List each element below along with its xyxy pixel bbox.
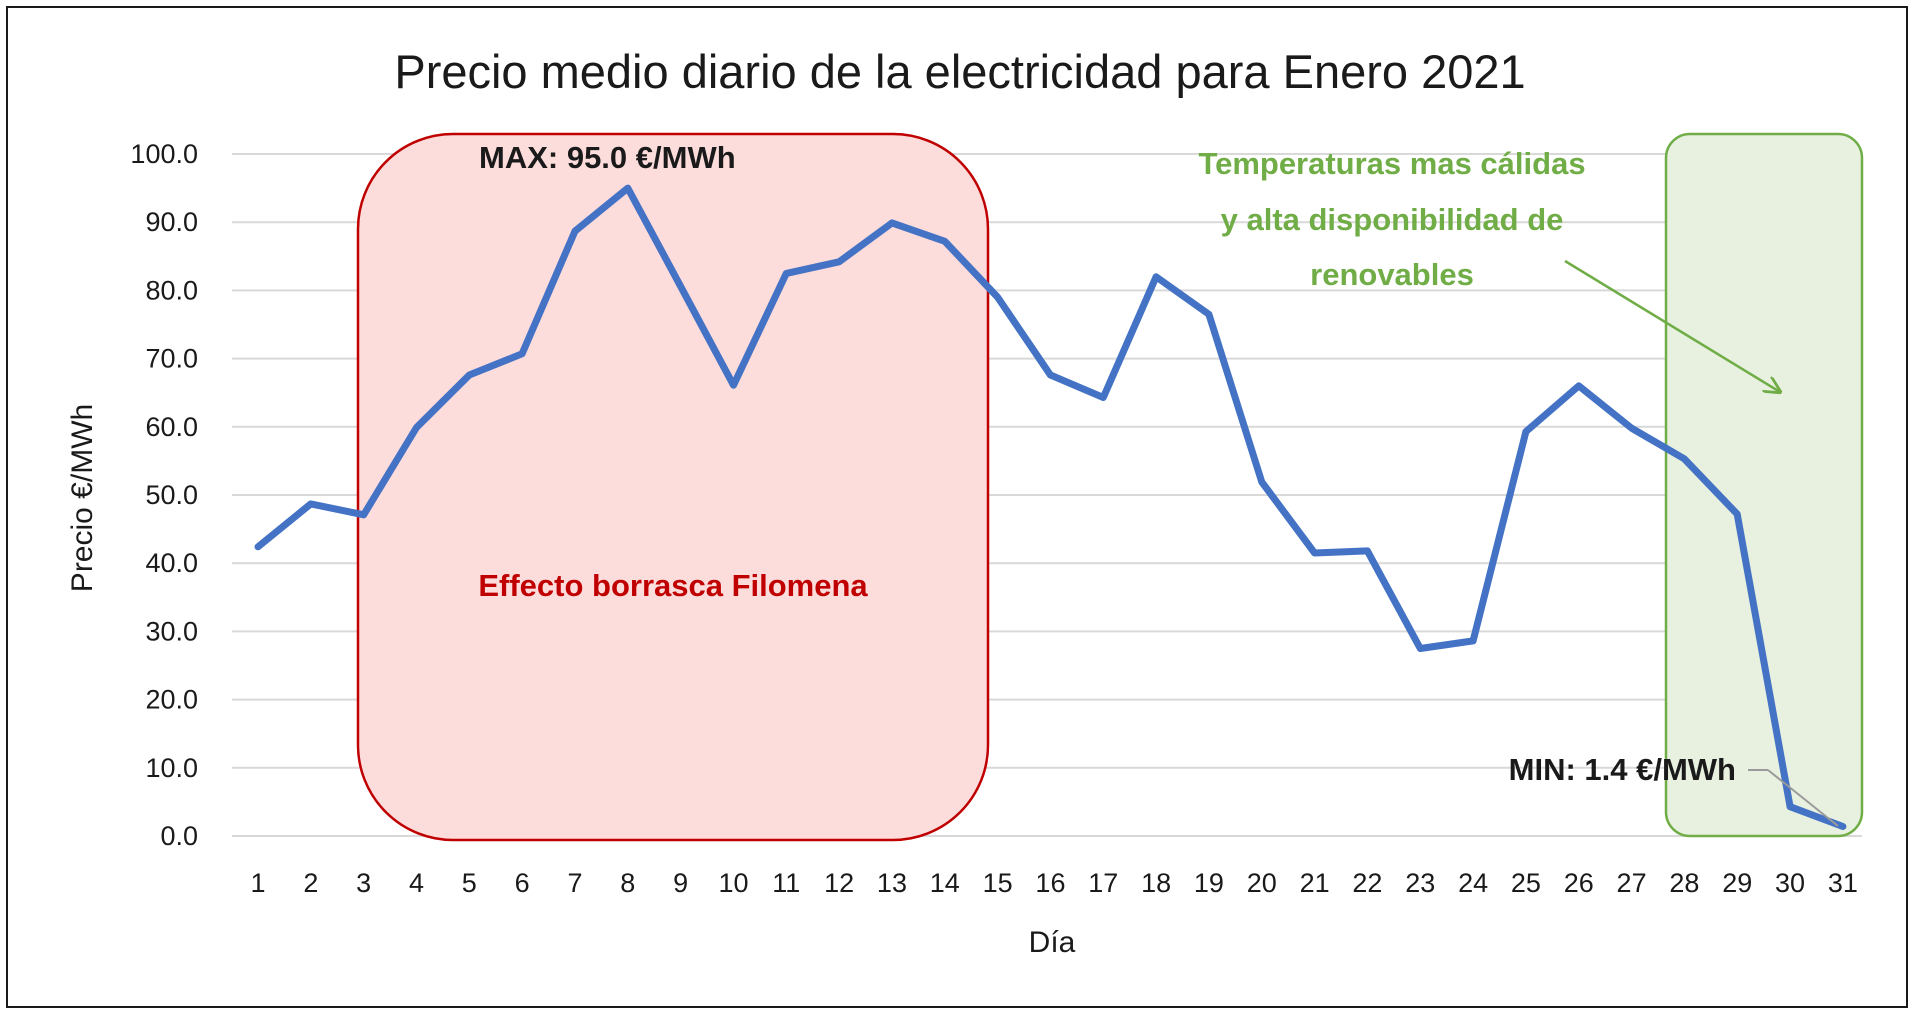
max-annotation: MAX: 95.0 €/MWh [479, 140, 736, 175]
min-annotation: MIN: 1.4 €/MWh [1509, 752, 1736, 787]
series-line-price [254, 184, 1847, 830]
x-tick-label: 12 [824, 868, 854, 898]
x-tick-label: 3 [356, 868, 371, 898]
x-tick-label: 5 [462, 868, 477, 898]
y-tick-label: 40.0 [145, 548, 198, 578]
x-tick-label: 2 [303, 868, 318, 898]
x-tick-label: 14 [930, 868, 960, 898]
x-tick-label: 8 [620, 868, 635, 898]
warm-annotation-arrow [1564, 259, 1780, 392]
y-tick-label: 20.0 [145, 685, 198, 715]
x-tick-label: 11 [772, 868, 800, 898]
y-tick-label: 90.0 [145, 207, 198, 237]
min-annotation-leader-diagonal [1767, 769, 1839, 827]
x-tick-label: 29 [1722, 868, 1752, 898]
x-tick-label: 27 [1617, 868, 1647, 898]
x-tick-label: 25 [1511, 868, 1541, 898]
chart-title: Precio medio diario de la electricidad p… [394, 45, 1525, 98]
x-axis-ticks: 1 2 3 4 5 6 7 8 9 10 11 12 13 14 15 16 17 18 19 20 21 22 23 24 2… [250, 868, 1857, 898]
x-tick-label: 20 [1247, 868, 1277, 898]
x-tick-label: 23 [1405, 868, 1435, 898]
y-tick-label: 100.0 [130, 139, 198, 169]
x-tick-label: 30 [1775, 868, 1805, 898]
x-tick-label: 7 [567, 868, 582, 898]
y-tick-label: 50.0 [145, 480, 198, 510]
x-tick-label: 15 [983, 868, 1013, 898]
y-tick-label: 0.0 [160, 821, 198, 851]
x-tick-label: 16 [1035, 868, 1065, 898]
warm-annotation-line-2: y alta disponibilidad de [1221, 202, 1564, 237]
storm-highlight-region [356, 132, 990, 842]
x-axis-label: Día [1029, 926, 1076, 959]
x-tick-label: 13 [877, 868, 907, 898]
x-tick-label: 26 [1564, 868, 1594, 898]
x-tick-label: 24 [1458, 868, 1488, 898]
x-tick-label: 1 [250, 868, 265, 898]
x-tick-label: 21 [1300, 868, 1330, 898]
y-tick-label: 30.0 [145, 616, 198, 646]
y-tick-label: 60.0 [145, 412, 198, 442]
x-tick-label: 28 [1669, 868, 1699, 898]
y-tick-label: 80.0 [145, 275, 198, 305]
warm-annotation-line-1: Temperaturas mas cálidas [1198, 146, 1585, 181]
x-tick-label: 19 [1194, 868, 1224, 898]
x-tick-label: 17 [1088, 868, 1118, 898]
y-axis-label: Precio €/MWh [66, 404, 99, 592]
y-axis-ticks: 0.0 10.0 20.0 30.0 40.0 50.0 60.0 70.0 80.0 90.0 1… [130, 139, 198, 851]
warm-annotation-line-3: renovables [1310, 257, 1474, 292]
x-tick-label: 10 [718, 868, 748, 898]
x-tick-label: 9 [673, 868, 688, 898]
x-tick-label: 6 [515, 868, 530, 898]
x-tick-label: 4 [409, 868, 424, 898]
y-tick-label: 70.0 [145, 344, 198, 374]
warm-highlight-region [1664, 132, 1864, 838]
storm-annotation: Effecto borrasca Filomena [478, 568, 868, 603]
x-tick-label: 18 [1141, 868, 1171, 898]
x-tick-label: 22 [1352, 868, 1382, 898]
y-tick-label: 10.0 [145, 753, 198, 783]
x-tick-label: 31 [1828, 868, 1858, 898]
